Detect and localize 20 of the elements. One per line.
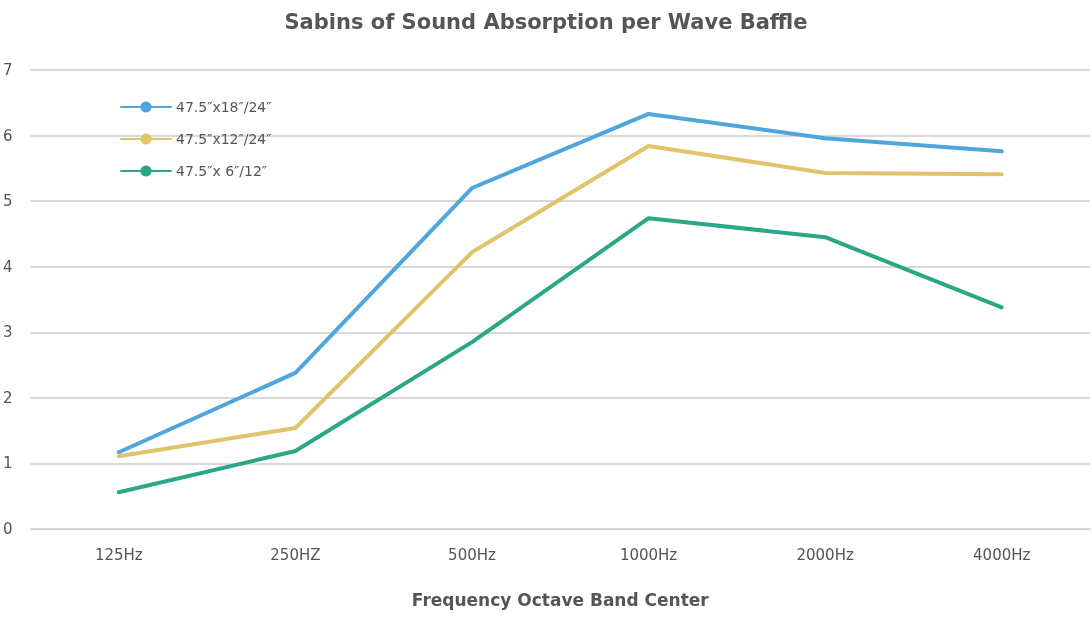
x-tick-label: 4000Hz (973, 545, 1031, 564)
y-tick-label: 6 (3, 126, 13, 145)
y-tick-label: 0 (3, 520, 13, 538)
x-tick-label: 2000Hz (796, 545, 854, 564)
legend-label: 47.5″x12″/24″ (176, 131, 272, 147)
x-tick-label: 500Hz (448, 545, 496, 564)
line-series (116, 216, 1004, 495)
legend-label: 47.5″x18″/24″ (176, 99, 272, 115)
y-tick-label: 5 (3, 192, 13, 211)
x-tick-label: 125Hz (94, 545, 143, 564)
y-tick-label: 3 (3, 323, 13, 342)
x-tick-label: 1000Hz (619, 545, 678, 564)
y-tick-label: 2 (3, 388, 13, 407)
y-tick-label: 1 (3, 454, 13, 473)
y-tick-label: 4 (3, 257, 13, 276)
x-tick-label: 250HZ (270, 545, 321, 564)
y-tick-label: 7 (3, 61, 13, 79)
chart-title: Sabins of Sound Absorption per Wave Baffle (284, 9, 808, 34)
legend-label: 47.5″x 6″/12″ (176, 163, 268, 179)
x-axis-title: Frequency Octave Band Center (411, 589, 710, 610)
